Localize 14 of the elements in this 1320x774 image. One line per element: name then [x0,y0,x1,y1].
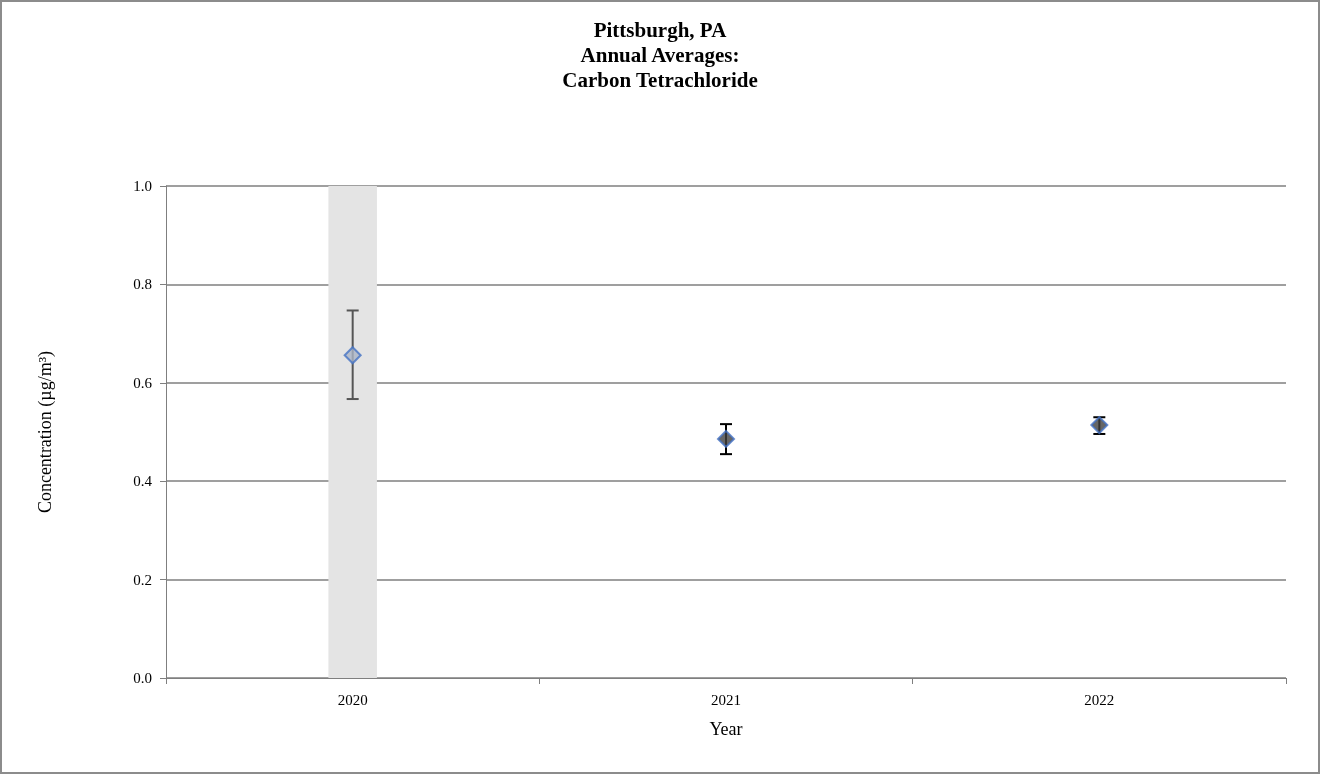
x-tick-label: 2020 [337,691,368,708]
y-tick-label: 0.2 [133,571,152,588]
y-axis-title: Concentration (µg/m³) [35,350,56,514]
y-tick-label: 0.0 [133,670,152,686]
chart-title: Pittsburgh, PA Annual Averages: Carbon Tetrachloride [562,17,758,92]
y-tick-label: 0.4 [133,473,153,490]
x-tick-label: 2021 [711,691,741,708]
point [343,346,362,365]
y-tick-label: 1.0 [133,178,152,194]
y-tick-label: 0.8 [133,276,152,293]
point [717,429,735,448]
y-tick-label: 0.6 [133,374,153,391]
x-axis-title: Year [709,719,743,739]
x-tick-label: 2022 [1084,691,1115,708]
